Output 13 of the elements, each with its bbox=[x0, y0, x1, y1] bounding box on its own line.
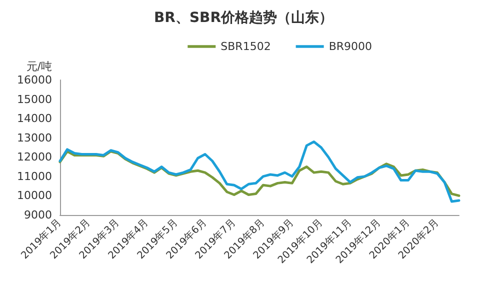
y-tick-label: 11000 bbox=[17, 170, 52, 183]
legend-label: BR9000 bbox=[328, 40, 372, 53]
legend-label: SBR1502 bbox=[220, 40, 271, 53]
y-tick-label: 9000 bbox=[24, 208, 52, 222]
y-tick-label: 16000 bbox=[17, 74, 52, 86]
y-tick-label: 14000 bbox=[17, 112, 52, 126]
y-tick-label: 10000 bbox=[17, 189, 52, 202]
y-tick-label: 15000 bbox=[17, 92, 52, 106]
line-series bbox=[58, 140, 460, 203]
y-axis-title: 元/吨 bbox=[26, 60, 52, 73]
y-tick-label: 13000 bbox=[17, 131, 52, 144]
y-tick-label: 12000 bbox=[17, 150, 52, 164]
chart-title: BR、SBR价格趋势（山东） bbox=[154, 9, 333, 26]
